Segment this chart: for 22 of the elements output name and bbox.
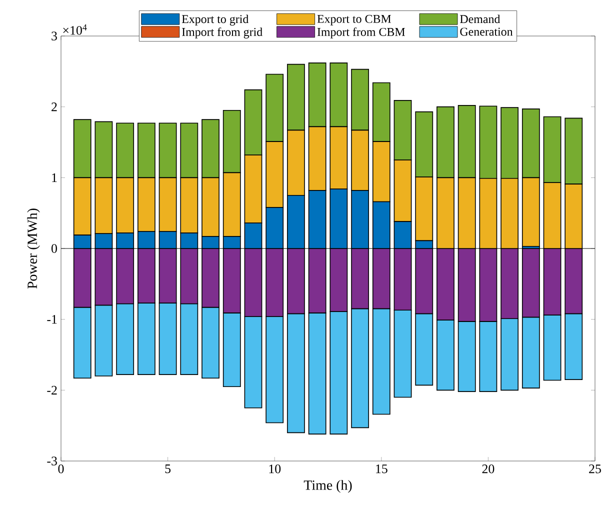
x-tick-label: 15: [376, 464, 388, 474]
legend-label: Generation: [460, 28, 513, 36]
y-tick-label: -2: [47, 386, 57, 394]
x-axis-title: Time (h): [304, 480, 352, 493]
y-tick-label: -3: [47, 456, 57, 466]
x-tick-label: 20: [482, 464, 494, 474]
x-tick-label: 5: [165, 464, 171, 474]
y-tick-label: 0: [52, 244, 57, 253]
x-tick-label: 0: [58, 464, 64, 474]
x-tick-label: 25: [589, 464, 601, 474]
y-tick-label: 2: [52, 102, 57, 112]
y-tick-label: -1: [47, 315, 57, 324]
legend-label: Export to CBM: [317, 14, 392, 26]
x-tick-label: 10: [269, 464, 281, 474]
text: ×10$^{4}$: [63, 24, 87, 35]
y-tick-label: 3: [52, 32, 57, 40]
legend-label: Import from CBM: [317, 27, 405, 38]
y-tick-label: 1: [52, 173, 57, 182]
legend-label: Demand: [460, 14, 500, 24]
legend-label: Import from grid: [182, 27, 262, 38]
y-axis-title: Power (MWh): [27, 208, 40, 289]
legend-label: Export to grid: [182, 14, 249, 26]
